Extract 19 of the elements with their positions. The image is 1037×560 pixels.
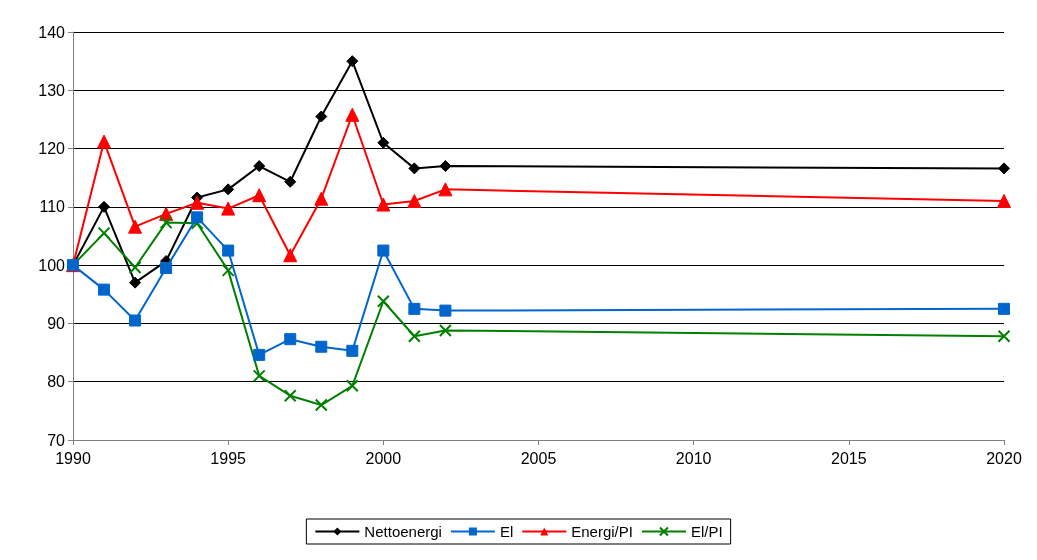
x-tick-label: 1995 [210, 449, 247, 467]
legend-label: Nettoenergi [364, 523, 442, 540]
y-tick-label: 140 [38, 23, 66, 41]
y-tick-label: 130 [38, 81, 66, 99]
x-tick-label: 2015 [831, 449, 867, 467]
legend-label: El [499, 523, 514, 540]
x-tick-label: 2005 [520, 449, 557, 467]
y-tick-label: 120 [38, 140, 66, 158]
x-tick-label: 2000 [365, 449, 402, 467]
y-tick-label: 90 [47, 314, 66, 332]
y-tick-label: 80 [47, 373, 66, 391]
y-tick-label: 110 [39, 198, 66, 216]
legend-label: Energi/PI [571, 523, 633, 540]
y-tick-label: 100 [38, 256, 66, 274]
legend-label: El/PI [690, 523, 723, 540]
y-tick-label: 70 [47, 431, 66, 449]
x-tick-label: 2010 [675, 449, 712, 467]
x-tick-label: 2020 [986, 449, 1022, 467]
x-tick-label: 1990 [55, 449, 91, 467]
